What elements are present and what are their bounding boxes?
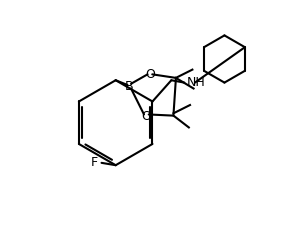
Text: NH: NH (187, 76, 205, 89)
Text: O: O (145, 68, 155, 81)
Text: F: F (91, 156, 98, 169)
Text: O: O (141, 110, 151, 123)
Text: B: B (124, 80, 133, 93)
